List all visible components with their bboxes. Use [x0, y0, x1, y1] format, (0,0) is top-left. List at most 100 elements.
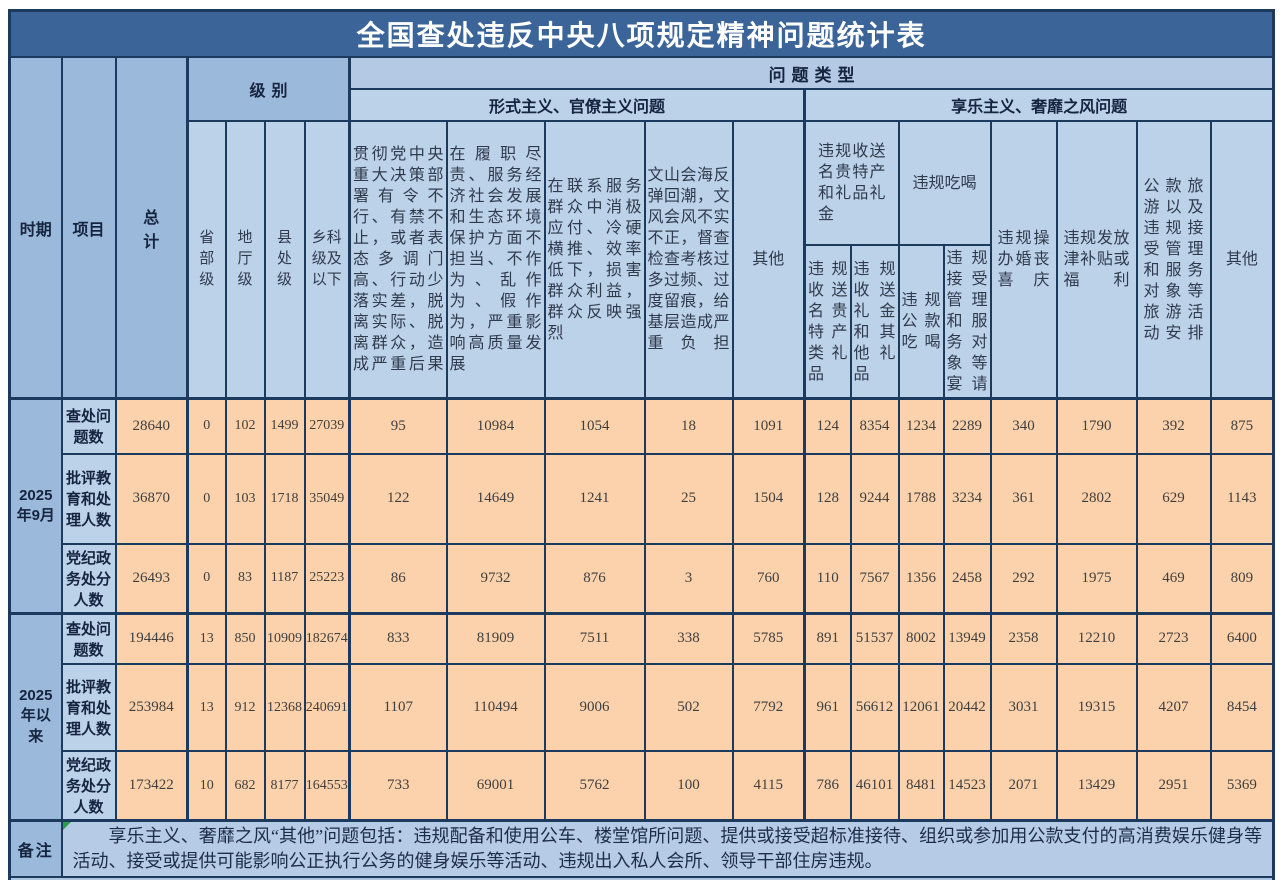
title-row: 全国查处违反中央八项规定精神问题统计表 [8, 9, 1275, 58]
data-cell: 5762 [543, 750, 646, 822]
data-cell: 194446 [114, 611, 189, 665]
note-text: 享乐主义、奢靡之风“其他”问题包括：违规配备和使用公车、楼堂馆所问题、提供或接受… [72, 826, 1263, 871]
header-row-categories: 形式主义、官僚主义问题 享乐主义、奢靡之风问题 [10, 88, 1275, 122]
source-bar-cell: 数据来源：中央纪委国家监委党风政风监督室 中央纪委国家监委网站 制图 [8, 876, 1275, 880]
col-header-formalism-4: 文山会海反弹回潮，文风会风不实不正，督查检查考核过多过频、过度留痕，给基层造成严… [643, 120, 734, 400]
data-cell: 1234 [897, 397, 945, 455]
col-header-formalism-3: 在联系服务群众中消极应付、冷硬横推、效率低下，损害群众利益，群众反映强烈 [543, 120, 646, 400]
data-cell: 103 [224, 452, 266, 545]
data-cell: 891 [803, 611, 852, 665]
data-cell: 240691 [303, 663, 351, 752]
page-title: 全国查处违反中央八项规定精神问题统计表 [8, 9, 1275, 58]
table-row: 党纪政务处分人数 173422 10 682 8177 164553 733 69001 576… [10, 750, 1275, 822]
data-cell: 95 [348, 397, 448, 455]
col-header-formalism-other: 其他 [731, 120, 806, 400]
data-cell: 26493 [114, 542, 189, 614]
col-group-hedonism: 享乐主义、奢靡之风问题 [802, 88, 1275, 122]
col-header-allowances: 违规发放津补贴或福利 [1055, 120, 1138, 400]
data-cell: 102 [224, 397, 266, 455]
data-cell: 10 [186, 750, 227, 822]
data-cell: 1504 [731, 452, 806, 545]
data-cell: 14523 [942, 750, 992, 822]
data-cell: 1499 [263, 397, 306, 455]
data-cell: 1054 [543, 397, 646, 455]
data-cell: 392 [1135, 397, 1212, 455]
period-cell: 2025年9月 [8, 397, 63, 614]
data-cell: 13 [186, 663, 227, 752]
data-cell: 100 [643, 750, 734, 822]
col-header-level-township: 乡科级及以下 [303, 120, 351, 400]
data-cell: 8354 [849, 397, 900, 455]
row-label: 党纪政务处分人数 [60, 542, 117, 614]
data-cell: 83 [224, 542, 266, 614]
col-group-formalism: 形式主义、官僚主义问题 [348, 88, 806, 122]
data-cell: 1975 [1055, 542, 1138, 614]
data-cell: 3234 [942, 452, 992, 545]
row-label: 查处问题数 [60, 611, 117, 665]
table-row: 批评教育和处理人数 253984 13 912 12368 240691 1107 11049… [10, 663, 1275, 752]
data-cell: 51537 [849, 611, 900, 665]
data-cell: 12368 [263, 663, 306, 752]
data-cell: 850 [224, 611, 266, 665]
data-cell: 7567 [849, 542, 900, 614]
data-cell: 9732 [445, 542, 546, 614]
data-cell: 1790 [1055, 397, 1138, 455]
data-cell: 0 [186, 542, 227, 614]
data-cell: 912 [224, 663, 266, 752]
data-cell: 9006 [543, 663, 646, 752]
data-cell: 81909 [445, 611, 546, 665]
table-row: 党纪政务处分人数 26493 0 83 1187 25223 86 9732 876 3 760 11… [10, 542, 1275, 614]
data-cell: 629 [1135, 452, 1212, 545]
data-cell: 4207 [1135, 663, 1212, 752]
col-header-total: 总计 [114, 56, 189, 400]
data-cell: 46101 [849, 750, 900, 822]
data-cell: 4115 [731, 750, 806, 822]
col-header-level-prefecture: 地厅级 [224, 120, 266, 400]
data-cell: 1718 [263, 452, 306, 545]
data-cell: 2723 [1135, 611, 1212, 665]
data-cell: 682 [224, 750, 266, 822]
col-header-gift-cash: 违规收送礼金和其他礼品 [849, 244, 900, 400]
data-cell: 12061 [897, 663, 945, 752]
data-cell: 809 [1209, 542, 1275, 614]
data-cell: 875 [1209, 397, 1275, 455]
data-cell: 292 [989, 542, 1058, 614]
data-cell: 2358 [989, 611, 1058, 665]
data-cell: 1143 [1209, 452, 1275, 545]
data-cell: 502 [643, 663, 734, 752]
stats-table: 全国查处违反中央八项规定精神问题统计表 时期 项目 总计 级别 问题类型 形式主… [8, 9, 1276, 880]
row-label: 党纪政务处分人数 [60, 750, 117, 822]
data-cell: 10984 [445, 397, 546, 455]
data-cell: 2802 [1055, 452, 1138, 545]
table-row: 2025年以来 查处问题数 194446 13 850 10909 182674 833 819… [8, 611, 1275, 822]
col-header-weddings-funerals: 违规操办婚丧喜庆 [989, 120, 1058, 400]
data-cell: 5785 [731, 611, 806, 665]
col-header-period: 时期 [8, 56, 63, 400]
row-label: 批评教育和处理人数 [60, 452, 117, 545]
data-cell: 124 [803, 397, 852, 455]
row-label: 查处问题数 [60, 397, 117, 455]
data-cell: 8002 [897, 611, 945, 665]
data-cell: 86 [348, 542, 448, 614]
col-header-level-county: 县处级 [263, 120, 306, 400]
data-cell: 961 [803, 663, 852, 752]
data-cell: 8454 [1209, 663, 1275, 752]
header-row-leaf: 违规收送名贵特产类礼品 违规收送礼金和其他礼品 违规公款吃喝 违规接受管理和服务… [10, 244, 1274, 400]
table-row: 2025年9月 查处问题数 28640 0 102 1499 27039 95 10984 105… [8, 397, 1275, 614]
data-cell: 110494 [445, 663, 546, 752]
col-header-public-travel: 公款旅游以及违规接受管理和服务对象等旅游活动安排 [1135, 120, 1212, 400]
data-cell: 1356 [897, 542, 945, 614]
col-header-hedonism-other: 其他 [1209, 120, 1275, 400]
data-cell: 5369 [1209, 750, 1275, 822]
data-cell: 8177 [263, 750, 306, 822]
data-cell: 173422 [114, 750, 189, 822]
col-header-formalism-2: 在履职尽责、服务经济社会发展和生态环境保护方面不担当、不作为、乱作为、假作为，严… [445, 120, 546, 400]
data-cell: 9244 [849, 452, 900, 545]
data-cell: 19315 [1055, 663, 1138, 752]
data-cell: 876 [543, 542, 646, 614]
period-cell: 2025年以来 [8, 611, 63, 822]
data-cell: 13949 [942, 611, 992, 665]
data-cell: 36870 [114, 452, 189, 545]
data-cell: 2071 [989, 750, 1058, 822]
header-row-subgroups: 省部级 地厅级 县处级 乡科级及以下 贯彻党中央重大决策部署有令不行、有禁不止，… [10, 120, 1275, 400]
